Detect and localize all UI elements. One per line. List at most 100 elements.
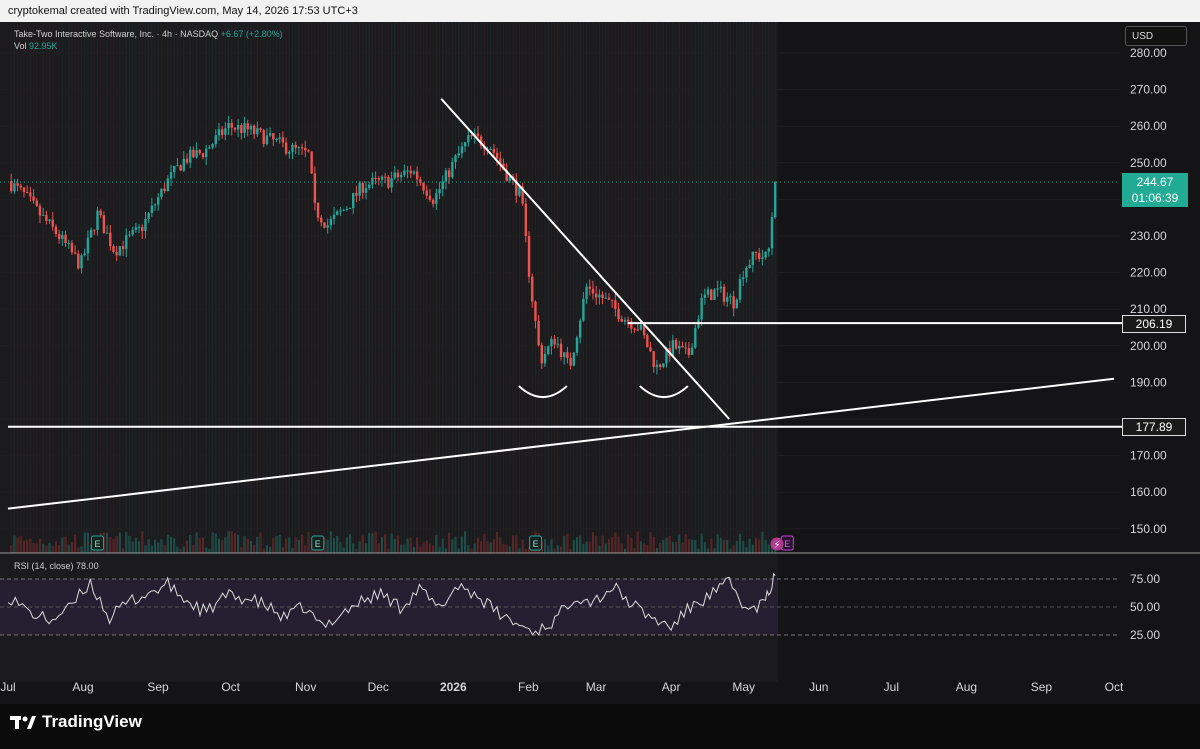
candle-body [332,214,336,219]
candle-body [54,226,58,235]
symbol-legend[interactable]: Take-Two Interactive Software, Inc. · 4h… [14,29,283,39]
rsi-tick-label: 50.00 [1130,600,1160,614]
brand-name: TradingView [42,712,142,731]
candle-body [505,169,508,181]
candle-body [227,122,230,129]
candle-body [185,158,189,163]
candle-body [639,324,643,330]
candle-body [754,251,758,253]
top-bar: cryptokemal created with TradingView.com… [0,0,1200,22]
currency-selector[interactable]: USD [1125,26,1187,46]
drawings[interactable] [7,98,1122,510]
candle-body [550,338,553,347]
level-tag-177[interactable]: 177.89 [1122,418,1186,436]
candle-body [265,135,269,145]
earnings-marker-label: E [784,539,790,549]
level-tag-206[interactable]: 206.19 [1122,315,1186,333]
price-tick-label: 170.00 [1130,449,1167,463]
price-chart[interactable]: 280.00 270.00 260.00 250.00 230.00 220.00 210.… [0,22,1200,704]
candle-body [527,236,531,277]
candle-body [694,327,697,348]
candle-body [649,347,652,352]
rsi-legend[interactable]: RSI (14, close) 78.00 [14,561,99,571]
candle-body [256,128,259,135]
price-tick-label: 230.00 [1130,229,1167,243]
tradingview-logo[interactable]: TradingView [10,712,142,732]
candle-body [73,252,77,254]
rsi-value: 78.00 [76,561,99,571]
candle-body [594,293,598,298]
candle-body [80,255,83,269]
candle-body [291,144,294,152]
candle-body [182,158,186,171]
candle-body [396,172,400,178]
candle-body [703,294,707,298]
candle-body [355,192,358,196]
candle-body [374,178,377,180]
candle-body [399,174,403,178]
candle-body [41,214,45,216]
candle-body [96,210,99,231]
candle-body [700,297,703,320]
last-price-value: 244.67 [1136,175,1174,189]
candle-body [268,133,272,136]
price-gridlines [0,52,1120,530]
candle-body [220,129,224,135]
candle-body [89,229,93,238]
candle-body [150,205,154,214]
candle-body [547,346,550,355]
candle-body [387,176,390,188]
time-tick-label: 2026 [440,680,467,694]
candle-body [134,227,138,231]
price-axis[interactable]: 280.00 270.00 260.00 250.00 230.00 220.00 210.… [1130,46,1167,536]
earnings-marker-label: E [95,539,101,549]
volume-value: 92.95K [29,41,58,51]
candle-body [35,200,38,206]
time-tick-label: Nov [295,680,316,694]
time-tick-label: Aug [72,680,93,694]
candle-body [61,234,64,239]
candle-body [767,248,770,252]
symbol-title[interactable]: Take-Two Interactive Software, Inc. · 4h… [14,29,219,39]
candle-body [93,229,96,231]
candle-body [495,152,499,159]
candle-body [479,136,483,146]
candle-body [32,196,35,201]
time-tick-label: Sep [147,680,169,694]
candle-body [189,149,192,163]
candle-body [735,299,739,309]
candle-body [45,214,48,221]
candle-body [211,144,214,148]
earnings-marker [91,535,105,551]
candle-body [339,210,342,212]
candle-body [204,148,208,158]
candle-body [713,289,716,300]
candle-body [173,165,176,173]
candle-body [262,129,265,145]
price-tick-label: 150.00 [1130,522,1167,536]
alert-icon[interactable]: ⚡ [770,537,784,552]
candle-body [393,172,396,179]
candle-body [67,242,70,244]
price-tick-label: 270.00 [1130,83,1167,97]
candle-body [585,286,588,299]
candle-body [137,226,141,228]
candle-body [131,230,134,235]
candle-body [377,178,381,180]
candle-body [342,209,345,211]
time-tick-label: Dec [368,680,389,694]
candle-body [435,193,438,204]
candle-body [652,351,655,367]
tradingview-logo-icon [10,716,36,729]
candle-body [607,297,611,300]
time-axis[interactable]: Jul Aug Sep Oct Nov Dec 2026 Feb Mar Apr May Jun Jul… [0,680,1124,694]
time-tick-label: Sep [1031,680,1053,694]
candle-body [83,253,86,256]
candle-body [233,127,237,130]
candle-body [537,320,540,346]
candle-body [361,182,365,193]
price-tick-label: 190.00 [1130,375,1167,389]
volume-legend[interactable]: Vol 92.95K [14,41,58,51]
candle-body [642,324,646,336]
